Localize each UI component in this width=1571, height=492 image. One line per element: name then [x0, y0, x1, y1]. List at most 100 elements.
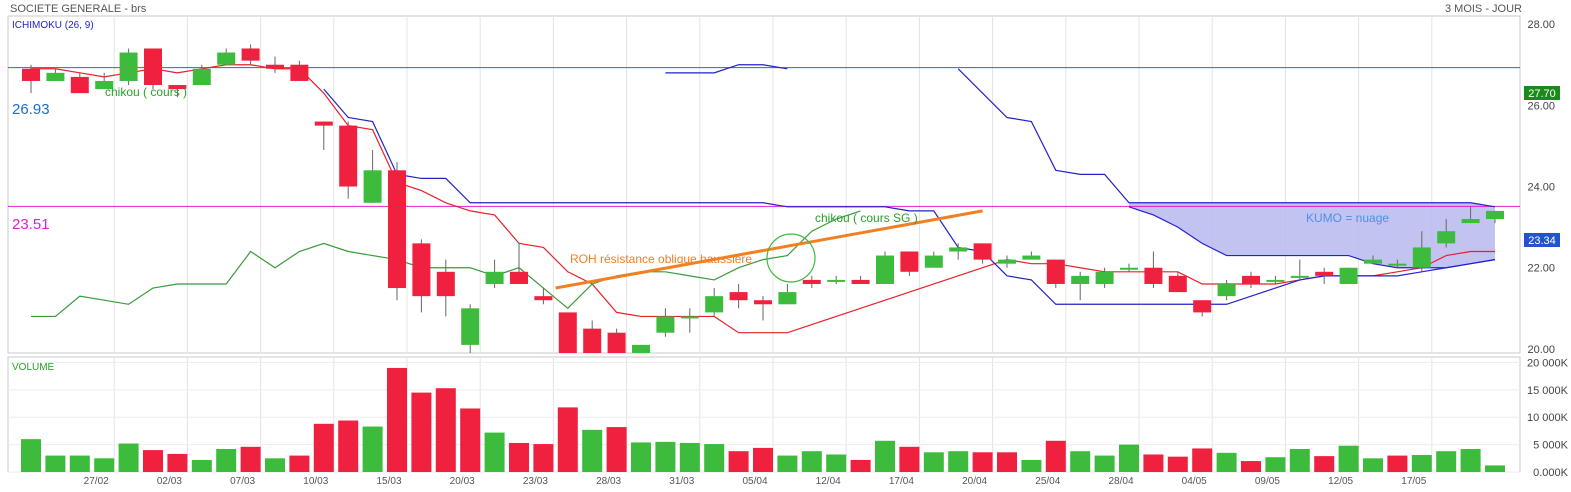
candlesticks	[22, 44, 1504, 353]
level-lower-label: 23.51	[12, 216, 50, 233]
candle-body	[1315, 271, 1334, 276]
annotation-roh: ROH résistance oblique haussière	[570, 252, 752, 266]
candle-body	[1266, 279, 1285, 282]
volume-bar	[972, 452, 993, 472]
candle-body	[583, 328, 602, 353]
volume-bar	[850, 459, 871, 472]
kumo-fill	[1129, 202, 1495, 268]
volume-bar	[1021, 459, 1042, 472]
price-y-tick-label: 24.00	[1527, 182, 1555, 194]
x-tick-label: 15/03	[376, 476, 401, 487]
candle-body	[168, 85, 187, 90]
candle-body	[339, 125, 358, 187]
volume-bar	[387, 367, 407, 472]
volume-bar	[45, 455, 66, 472]
x-tick-label: 17/04	[889, 476, 914, 487]
candle-body	[1339, 267, 1358, 284]
volume-bar	[69, 455, 90, 472]
candle-body	[461, 308, 480, 345]
x-tick-label: 12/04	[816, 476, 841, 487]
chikou-cross-circle	[766, 233, 816, 283]
candle-body	[1388, 263, 1407, 266]
volume-bar	[21, 439, 41, 472]
candle-body	[485, 271, 504, 284]
x-tick-label: 10/03	[303, 476, 328, 487]
candle-body	[558, 312, 577, 353]
candle-body	[119, 52, 138, 81]
volume-bar	[313, 423, 334, 472]
volume-y-tick-label: 0.000K	[1533, 467, 1569, 479]
candle-body	[290, 64, 309, 81]
volume-bar	[679, 442, 700, 472]
candle-body	[754, 300, 772, 305]
candle-body	[1168, 275, 1187, 293]
volume-y-tick-label: 10 000K	[1527, 412, 1569, 424]
candle-body	[778, 292, 797, 305]
volume-bar	[167, 453, 188, 472]
line-ssb	[1128, 206, 1496, 269]
volume-bar	[948, 451, 969, 472]
volume-bar	[923, 452, 944, 472]
volume-bar	[533, 444, 554, 472]
candle-body	[1364, 259, 1382, 264]
x-tick-label: 23/03	[523, 476, 548, 487]
candle-body	[1120, 267, 1138, 270]
candle-body	[827, 279, 846, 282]
price-y-tick-label: 20.00	[1527, 344, 1555, 356]
candle-body	[973, 243, 992, 260]
candle-body	[46, 72, 65, 81]
candle-body	[266, 64, 284, 69]
candle-body	[1046, 259, 1065, 284]
candle-body	[241, 48, 260, 61]
candle-body	[729, 292, 748, 301]
volume-bar	[484, 432, 505, 472]
volume-bar	[1143, 454, 1164, 472]
volume-bar	[1192, 448, 1213, 472]
volume-bar	[1241, 461, 1261, 472]
price-y-tick-label: 28.00	[1527, 19, 1555, 31]
candle-body	[70, 76, 89, 94]
candle-body	[1193, 300, 1212, 313]
candle-body	[1242, 275, 1260, 284]
volume-bar	[1265, 457, 1286, 472]
candle-body	[607, 332, 626, 353]
candle-body	[95, 80, 114, 90]
volume-bar	[411, 392, 432, 472]
level-upper-label: 26.93	[12, 101, 50, 118]
volume-bar	[1436, 451, 1457, 472]
candle-body	[680, 316, 699, 319]
volume-bar	[1387, 455, 1408, 472]
candle-body	[1095, 271, 1114, 284]
candle-body	[534, 296, 553, 301]
candle-body	[1412, 247, 1431, 268]
volume-bar	[777, 455, 798, 472]
candle-body	[1290, 275, 1309, 278]
volume-bar	[997, 452, 1017, 472]
candle-body	[876, 255, 894, 284]
price-y-tick-label: 26.00	[1527, 100, 1555, 112]
volume-bar	[1216, 452, 1237, 472]
candle-body	[436, 271, 455, 297]
volume-bar	[1094, 455, 1115, 472]
x-tick-label: 07/03	[230, 476, 255, 487]
candle-body	[412, 243, 431, 297]
volume-bar	[94, 458, 115, 472]
volume-bar	[216, 449, 237, 472]
price-y-tick-label: 22.00	[1527, 263, 1555, 275]
volume-bar	[265, 458, 285, 472]
annotation-chikou-cours-sg: chikou ( cours SG )	[815, 211, 918, 225]
volume-bar	[1070, 451, 1091, 472]
candle-body	[656, 316, 675, 333]
candle-body	[22, 68, 40, 81]
chart-title: SOCIETE GENERALE - brs	[10, 3, 147, 15]
volume-bar	[704, 444, 725, 472]
volume-bar	[1045, 440, 1066, 472]
volume-bar	[1314, 456, 1335, 472]
chart-period: 3 MOIS - JOUR	[1445, 3, 1522, 15]
volume-bar	[338, 420, 359, 472]
volume-bar	[191, 459, 212, 472]
candle-body	[949, 247, 968, 252]
line-ssa	[665, 64, 1496, 208]
volume-bar	[240, 446, 261, 472]
